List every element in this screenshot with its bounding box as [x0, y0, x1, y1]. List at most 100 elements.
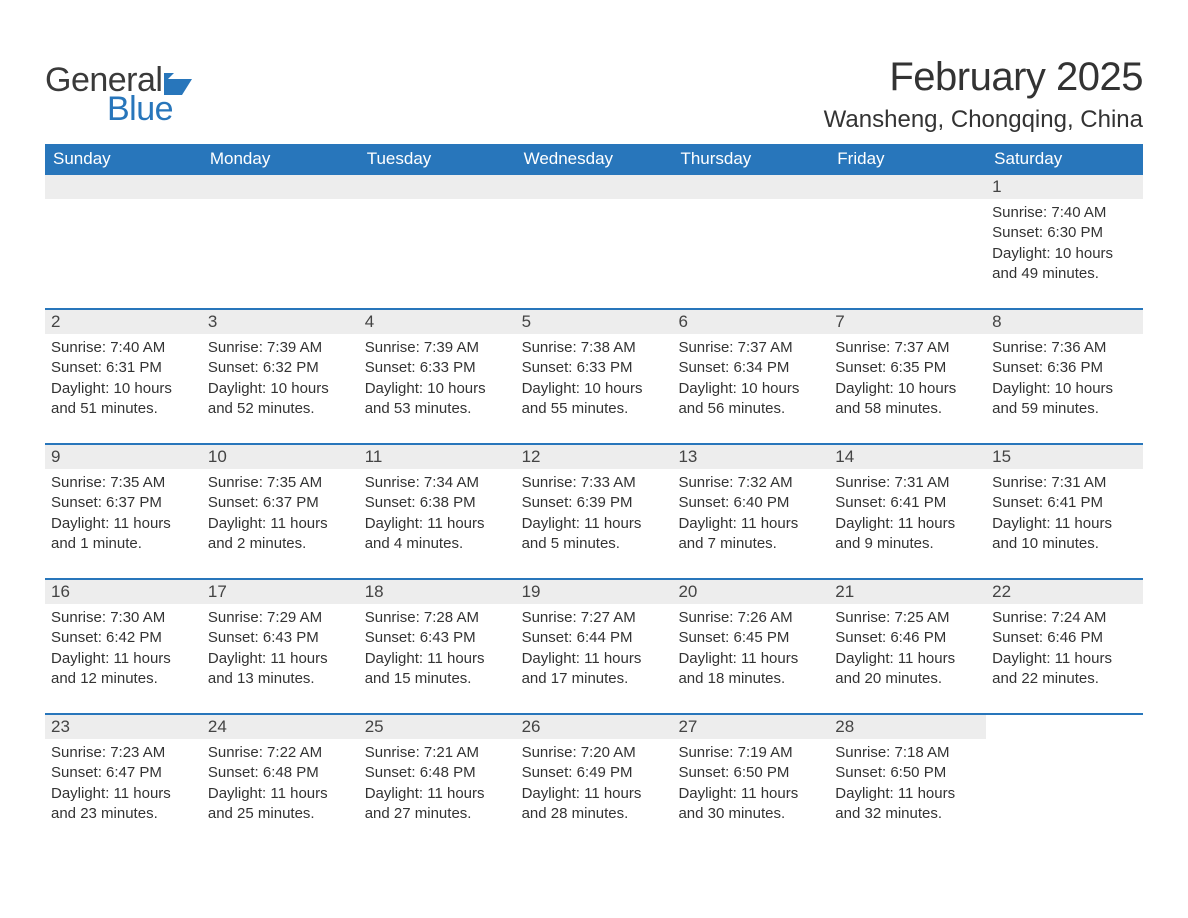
sunset-text: Sunset: 6:42 PM	[51, 628, 196, 648]
sunrise-text: Sunrise: 7:40 AM	[992, 203, 1137, 223]
day-number: 7	[829, 310, 986, 334]
sunset-text: Sunset: 6:41 PM	[992, 493, 1137, 513]
daylight-text: Daylight: 10 hours and 52 minutes.	[208, 379, 353, 420]
day-cell	[986, 715, 1143, 830]
sunrise-text: Sunrise: 7:34 AM	[365, 473, 510, 493]
daylight-text: Daylight: 11 hours and 17 minutes.	[522, 649, 667, 690]
day-cell: 1Sunrise: 7:40 AMSunset: 6:30 PMDaylight…	[986, 175, 1143, 290]
sunrise-text: Sunrise: 7:33 AM	[522, 473, 667, 493]
sunset-text: Sunset: 6:38 PM	[365, 493, 510, 513]
sunrise-text: Sunrise: 7:22 AM	[208, 743, 353, 763]
daylight-text: Daylight: 11 hours and 22 minutes.	[992, 649, 1137, 690]
daylight-text: Daylight: 11 hours and 20 minutes.	[835, 649, 980, 690]
sunrise-text: Sunrise: 7:29 AM	[208, 608, 353, 628]
daylight-text: Daylight: 11 hours and 28 minutes.	[522, 784, 667, 825]
daylight-text: Daylight: 11 hours and 10 minutes.	[992, 514, 1137, 555]
brand-word2: Blue	[107, 90, 173, 129]
day-details: Sunrise: 7:30 AMSunset: 6:42 PMDaylight:…	[45, 604, 202, 695]
day-number: 25	[359, 715, 516, 739]
dow-thursday: Thursday	[672, 144, 829, 175]
sunset-text: Sunset: 6:33 PM	[365, 358, 510, 378]
day-number: 20	[672, 580, 829, 604]
sunset-text: Sunset: 6:46 PM	[992, 628, 1137, 648]
day-number: 23	[45, 715, 202, 739]
day-details: Sunrise: 7:34 AMSunset: 6:38 PMDaylight:…	[359, 469, 516, 560]
daylight-text: Daylight: 10 hours and 58 minutes.	[835, 379, 980, 420]
sunrise-text: Sunrise: 7:20 AM	[522, 743, 667, 763]
day-cell	[829, 175, 986, 290]
daylight-text: Daylight: 11 hours and 9 minutes.	[835, 514, 980, 555]
day-cell: 28Sunrise: 7:18 AMSunset: 6:50 PMDayligh…	[829, 715, 986, 830]
day-cell: 14Sunrise: 7:31 AMSunset: 6:41 PMDayligh…	[829, 445, 986, 560]
day-cell: 10 Sunrise: 7:35 AMSunset: 6:37 PMDayligh…	[202, 445, 359, 560]
daylight-text: Daylight: 11 hours and 2 minutes.	[208, 514, 353, 555]
sunset-text: Sunset: 6:39 PM	[522, 493, 667, 513]
day-number: 28	[829, 715, 986, 739]
day-details: Sunrise: 7:18 AMSunset: 6:50 PMDaylight:…	[829, 739, 986, 830]
dow-friday: Friday	[829, 144, 986, 175]
daylight-text: Daylight: 10 hours and 53 minutes.	[365, 379, 510, 420]
sunrise-text: Sunrise: 7:40 AM	[51, 338, 196, 358]
sunrise-text: Sunrise: 7:35 AM	[208, 473, 353, 493]
daylight-text: Daylight: 11 hours and 1 minute.	[51, 514, 196, 555]
day-cell	[359, 175, 516, 290]
day-details: Sunrise: 7:24 AMSunset: 6:46 PMDaylight:…	[986, 604, 1143, 695]
sunset-text: Sunset: 6:41 PM	[835, 493, 980, 513]
day-cell	[202, 175, 359, 290]
dow-monday: Monday	[202, 144, 359, 175]
day-number: 16	[45, 580, 202, 604]
month-title: February 2025	[824, 55, 1143, 100]
day-number: 12	[516, 445, 673, 469]
day-number: 27	[672, 715, 829, 739]
day-cell: 18Sunrise: 7:28 AMSunset: 6:43 PMDayligh…	[359, 580, 516, 695]
sunrise-text: Sunrise: 7:23 AM	[51, 743, 196, 763]
sunset-text: Sunset: 6:48 PM	[365, 763, 510, 783]
day-number: 10	[202, 445, 359, 469]
day-details: Sunrise: 7:40 AMSunset: 6:30 PMDaylight:…	[986, 199, 1143, 290]
day-cell: 5Sunrise: 7:38 AMSunset: 6:33 PMDaylight…	[516, 310, 673, 425]
day-details: Sunrise: 7:37 AMSunset: 6:35 PMDaylight:…	[829, 334, 986, 425]
day-cell: 24Sunrise: 7:22 AMSunset: 6:48 PMDayligh…	[202, 715, 359, 830]
week-row: 16Sunrise: 7:30 AMSunset: 6:42 PMDayligh…	[45, 578, 1143, 695]
day-cell: 23Sunrise: 7:23 AMSunset: 6:47 PMDayligh…	[45, 715, 202, 830]
day-number: 21	[829, 580, 986, 604]
sunset-text: Sunset: 6:40 PM	[678, 493, 823, 513]
day-cell: 9Sunrise: 7:35 AMSunset: 6:37 PMDaylight…	[45, 445, 202, 560]
day-details: Sunrise: 7:31 AMSunset: 6:41 PMDaylight:…	[986, 469, 1143, 560]
sunrise-text: Sunrise: 7:39 AM	[365, 338, 510, 358]
day-cell: 6Sunrise: 7:37 AMSunset: 6:34 PMDaylight…	[672, 310, 829, 425]
sunset-text: Sunset: 6:30 PM	[992, 223, 1137, 243]
day-number: 26	[516, 715, 673, 739]
sunset-text: Sunset: 6:37 PM	[208, 493, 353, 513]
day-number: 9	[45, 445, 202, 469]
sunset-text: Sunset: 6:49 PM	[522, 763, 667, 783]
sunset-text: Sunset: 6:31 PM	[51, 358, 196, 378]
sunset-text: Sunset: 6:32 PM	[208, 358, 353, 378]
day-cell	[516, 175, 673, 290]
day-number: 22	[986, 580, 1143, 604]
sunset-text: Sunset: 6:46 PM	[835, 628, 980, 648]
week-row: 1Sunrise: 7:40 AMSunset: 6:30 PMDaylight…	[45, 175, 1143, 290]
day-details: Sunrise: 7:35 AMSunset: 6:37 PMDaylight:…	[45, 469, 202, 560]
sunrise-text: Sunrise: 7:37 AM	[678, 338, 823, 358]
daylight-text: Daylight: 11 hours and 7 minutes.	[678, 514, 823, 555]
day-details: Sunrise: 7:23 AMSunset: 6:47 PMDaylight:…	[45, 739, 202, 830]
day-details: Sunrise: 7:27 AMSunset: 6:44 PMDaylight:…	[516, 604, 673, 695]
day-cell: 27Sunrise: 7:19 AMSunset: 6:50 PMDayligh…	[672, 715, 829, 830]
sunrise-text: Sunrise: 7:36 AM	[992, 338, 1137, 358]
day-details: Sunrise: 7:25 AMSunset: 6:46 PMDaylight:…	[829, 604, 986, 695]
day-cell: 12Sunrise: 7:33 AMSunset: 6:39 PMDayligh…	[516, 445, 673, 560]
dow-sunday: Sunday	[45, 144, 202, 175]
daylight-text: Daylight: 11 hours and 18 minutes.	[678, 649, 823, 690]
sunrise-text: Sunrise: 7:18 AM	[835, 743, 980, 763]
day-details: Sunrise: 7:22 AMSunset: 6:48 PMDaylight:…	[202, 739, 359, 830]
day-number: 14	[829, 445, 986, 469]
day-details: Sunrise: 7:36 AMSunset: 6:36 PMDaylight:…	[986, 334, 1143, 425]
sunset-text: Sunset: 6:36 PM	[992, 358, 1137, 378]
day-details: Sunrise: 7:40 AMSunset: 6:31 PMDaylight:…	[45, 334, 202, 425]
day-of-week-header: Sunday Monday Tuesday Wednesday Thursday…	[45, 144, 1143, 175]
day-details: Sunrise: 7:19 AMSunset: 6:50 PMDaylight:…	[672, 739, 829, 830]
brand-logo: General Blue	[45, 55, 198, 129]
day-number: 8	[986, 310, 1143, 334]
sunset-text: Sunset: 6:34 PM	[678, 358, 823, 378]
